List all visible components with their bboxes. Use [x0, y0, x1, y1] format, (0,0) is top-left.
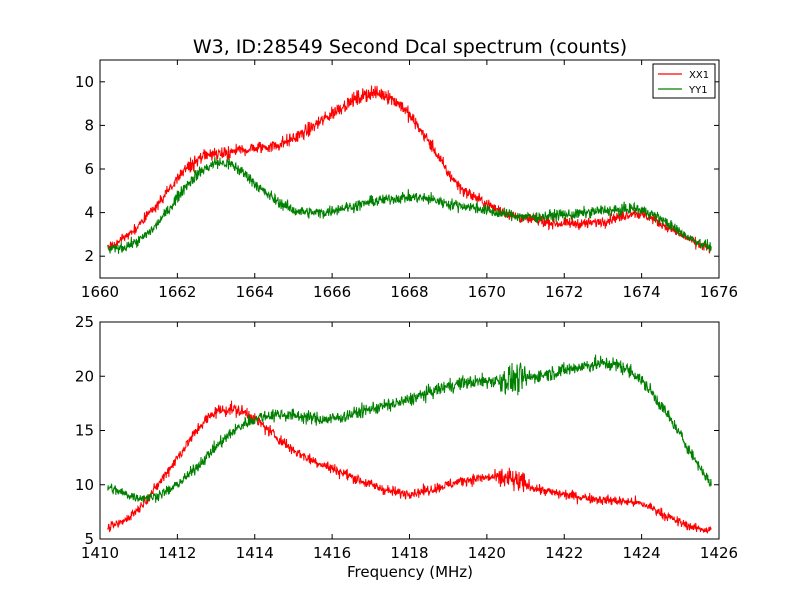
x-tick-label: 1662 — [158, 283, 196, 301]
x-tick-label: 1410 — [81, 544, 119, 562]
y-tick-label: 5 — [84, 530, 94, 548]
legend-box — [652, 63, 716, 99]
legend-label-yy1: YY1 — [688, 85, 708, 96]
y-tick-label: 10 — [75, 73, 94, 91]
x-tick-label: 1416 — [313, 544, 351, 562]
x-axis-label: Frequency (MHz) — [347, 563, 473, 581]
x-tick-label: 1426 — [700, 544, 738, 562]
y-tick-label: 4 — [84, 204, 94, 222]
y-tick-label: 25 — [75, 313, 94, 331]
legend-label-xx1: XX1 — [689, 70, 709, 81]
series-line-xx1 — [107, 400, 712, 534]
x-tick-label: 1414 — [236, 544, 274, 562]
y-tick-label: 2 — [84, 247, 94, 265]
x-tick-label: 1412 — [158, 544, 196, 562]
x-tick-label: 1660 — [81, 283, 119, 301]
x-tick-label: 1418 — [390, 544, 428, 562]
y-tick-label: 15 — [75, 422, 94, 440]
x-tick-label: 1666 — [313, 283, 351, 301]
chart-title: W3, ID:28549 Second Dcal spectrum (count… — [193, 36, 627, 58]
x-tick-label: 1676 — [700, 283, 738, 301]
series-line-xx1 — [107, 85, 712, 254]
series-group — [107, 85, 712, 254]
top-panel: 1660 1662 1664 1666 1668 1670 1672 1674 1676 2 4 6 8… — [75, 59, 738, 301]
y-tick-label: 20 — [75, 367, 94, 385]
series-line-yy1 — [107, 156, 712, 254]
y-tick-label: 6 — [84, 160, 94, 178]
x-tick-label: 1420 — [468, 544, 506, 562]
y-tick-label: 10 — [75, 476, 94, 494]
y-tick-label: 8 — [84, 116, 94, 134]
series-group — [107, 354, 712, 534]
x-tick-label: 1424 — [623, 544, 661, 562]
series-line-yy1 — [107, 354, 712, 503]
x-tick-label: 1668 — [390, 283, 428, 301]
x-tick-label: 1670 — [468, 283, 506, 301]
x-tick-label: 1672 — [545, 283, 583, 301]
x-tick-label: 1422 — [545, 544, 583, 562]
bottom-panel: 1410 1412 1414 1416 1418 1420 1422 1424 1426 5 10 1… — [75, 313, 738, 562]
x-tick-label: 1664 — [236, 283, 274, 301]
x-tick-label: 1674 — [623, 283, 661, 301]
